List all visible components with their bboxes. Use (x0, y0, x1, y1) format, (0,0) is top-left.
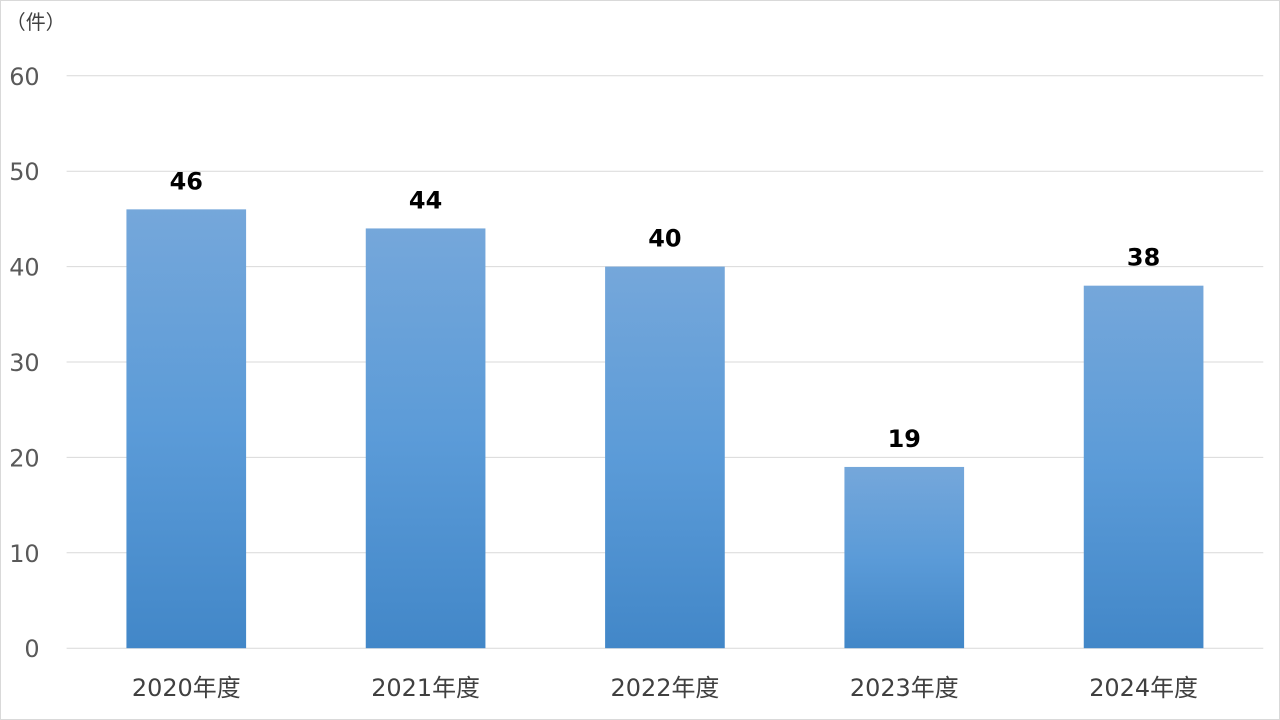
y-tick-label: 10 (9, 540, 39, 568)
bar-2022年度 (605, 266, 725, 649)
y-axis-unit-label: （件） (6, 10, 66, 34)
x-tick-label: 2022年度 (611, 674, 720, 702)
y-tick-label: 30 (9, 349, 39, 377)
x-axis-ticks: 2020年度 2021年度 2022年度 2023年度 2024年度 (132, 674, 1198, 702)
bar-2020年度 (126, 209, 247, 649)
data-labels: 46 44 40 19 38 (170, 167, 1161, 453)
bar-2023年度 (844, 466, 965, 649)
x-tick-label: 2024年度 (1089, 674, 1198, 702)
bar-2024年度 (1083, 285, 1204, 649)
data-label: 38 (1127, 244, 1160, 272)
y-axis-ticks: 0 10 20 30 40 50 60 (9, 63, 39, 663)
data-label: 44 (409, 186, 442, 214)
x-tick-label: 2021年度 (371, 674, 480, 702)
bars (126, 209, 1204, 649)
y-tick-label: 40 (9, 254, 39, 282)
x-tick-label: 2023年度 (850, 674, 959, 702)
data-label: 19 (888, 425, 921, 453)
bar-2021年度 (365, 228, 486, 649)
y-tick-label: 0 (24, 635, 39, 663)
data-label: 46 (170, 167, 203, 195)
data-label: 40 (648, 225, 681, 253)
y-tick-label: 20 (9, 444, 39, 472)
y-tick-label: 50 (9, 158, 39, 186)
y-tick-label: 60 (9, 63, 39, 91)
x-tick-label: 2020年度 (132, 674, 241, 702)
